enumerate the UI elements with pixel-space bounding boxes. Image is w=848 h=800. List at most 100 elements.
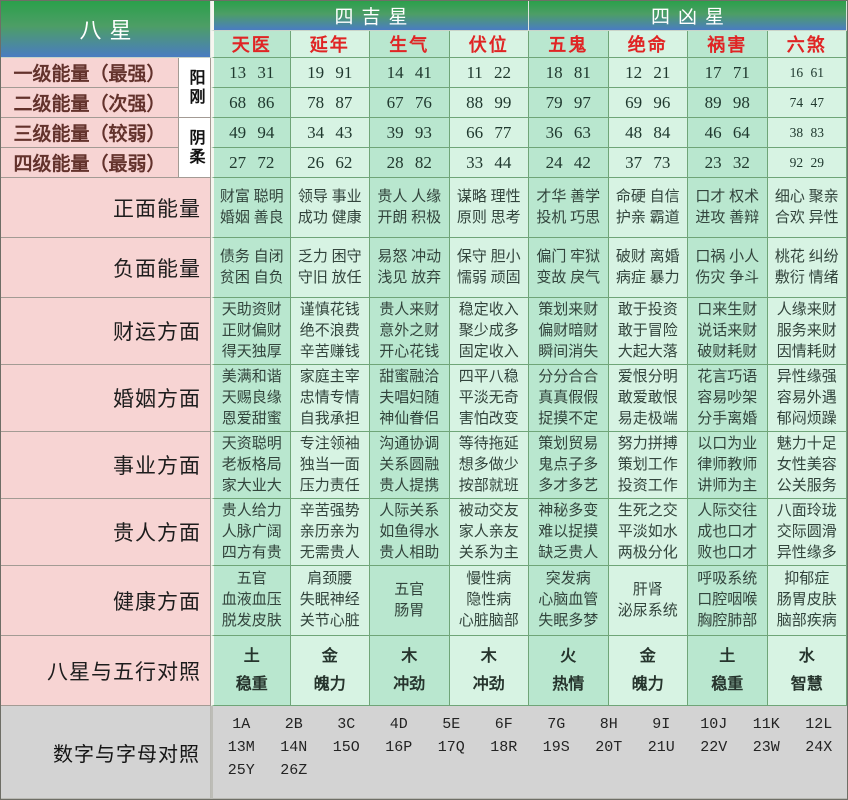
- aspect-cell: 慢性病 隐性病 心脏脑部: [449, 566, 529, 636]
- energy-values-cell: 38 83: [767, 118, 847, 148]
- number-letter-pair: 13M: [227, 739, 255, 756]
- wuxing-cell: 土 稳重: [211, 636, 291, 706]
- number-letter-pair: 18R: [490, 739, 518, 756]
- aspect-row-label: 财运方面: [1, 298, 211, 365]
- star-column-header: 祸害: [688, 31, 768, 58]
- star-column-header: 五鬼: [529, 31, 609, 58]
- aspect-cell: 谋略 理性 原则 思考: [449, 178, 529, 238]
- aspect-cell: 等待拖延 想多做少 按部就班: [449, 432, 529, 499]
- aspect-cell: 谨慎花钱 绝不浪费 辛苦赚钱: [290, 298, 370, 365]
- energy-values-cell: 11 22: [449, 58, 529, 88]
- aspect-row-label: 正面能量: [1, 178, 211, 238]
- aspect-cell: 破财 离婚 病症 暴力: [608, 238, 688, 298]
- aspect-cell: 人际交往 成也口才 败也口才: [688, 499, 768, 566]
- aspect-cell: 策划来财 偏财暗财 瞬间消失: [529, 298, 609, 365]
- energy-values-cell: 88 99: [449, 88, 529, 118]
- energy-values-cell: 23 32: [688, 148, 768, 178]
- energy-values-cell: 66 77: [449, 118, 529, 148]
- energy-values-cell: 19 91: [290, 58, 370, 88]
- aspect-cell: 分分合合 真真假假 捉摸不定: [529, 365, 609, 432]
- energy-values-cell: 67 76: [370, 88, 450, 118]
- star-column-header: 生气: [370, 31, 450, 58]
- aspect-cell: 贵人 人缘 开朗 积极: [370, 178, 450, 238]
- energy-row-label: 二级能量（次强）: [1, 88, 179, 118]
- star-column-header: 绝命: [608, 31, 688, 58]
- star-column-header: 伏位: [449, 31, 529, 58]
- energy-values-cell: 24 42: [529, 148, 609, 178]
- energy-values-cell: 92 29: [767, 148, 847, 178]
- aspect-cell: 突发病 心脑血管 失眠多梦: [529, 566, 609, 636]
- aspect-cell: 天资聪明 老板格局 家大业大: [211, 432, 291, 499]
- aspect-cell: 生死之交 平淡如水 两极分化: [608, 499, 688, 566]
- energy-values-cell: 48 84: [608, 118, 688, 148]
- aspect-cell: 辛苦强势 亲历亲为 无需贵人: [290, 499, 370, 566]
- energy-values-cell: 78 87: [290, 88, 370, 118]
- aspect-cell: 保守 胆小 懦弱 顽固: [449, 238, 529, 298]
- aspect-cell: 偏门 牢狱 变故 戾气: [529, 238, 609, 298]
- energy-values-cell: 69 96: [608, 88, 688, 118]
- number-letter-pair: 3C: [337, 716, 356, 733]
- aspect-row-label: 八星与五行对照: [1, 636, 211, 706]
- energy-values-cell: 12 21: [608, 58, 688, 88]
- number-letter-pair: 23W: [752, 739, 780, 756]
- aspect-cell: 努力拼搏 策划工作 投资工作: [608, 432, 688, 499]
- number-letter-pair: 1A: [232, 716, 251, 733]
- number-letter-pair: 2B: [284, 716, 303, 733]
- aspect-cell: 八面玲珑 交际圆滑 异性缘多: [767, 499, 847, 566]
- number-letter-pair: 10J: [700, 716, 728, 733]
- energy-values-cell: 79 97: [529, 88, 609, 118]
- aspect-row-label: 负面能量: [1, 238, 211, 298]
- aspect-cell: 甜蜜融洽 夫唱妇随 神仙眷侣: [370, 365, 450, 432]
- aspect-cell: 命硬 自信 护亲 霸道: [608, 178, 688, 238]
- number-letter-pair: 12L: [805, 716, 833, 733]
- number-letter-pair: 11K: [752, 716, 780, 733]
- group-header-lucky: 四吉星: [211, 1, 529, 31]
- number-letter-pair: 8H: [599, 716, 618, 733]
- energy-values-cell: 16 61: [767, 58, 847, 88]
- aspect-cell: 策划贸易 鬼点子多 多才多艺: [529, 432, 609, 499]
- aspect-row-label: 贵人方面: [1, 499, 211, 566]
- aspect-cell: 财富 聪明 婚姻 善良: [211, 178, 291, 238]
- table-corner-title: 八星: [1, 1, 211, 58]
- number-letter-pair: 17Q: [437, 739, 465, 756]
- star-column-header: 延年: [290, 31, 370, 58]
- number-letter-pair: 19S: [542, 739, 570, 756]
- wuxing-cell: 金 魄力: [608, 636, 688, 706]
- aspect-cell: 专注领袖 独当一面 压力责任: [290, 432, 370, 499]
- aspect-cell: 以口为业 律师教师 讲师为主: [688, 432, 768, 499]
- number-letter-pair: 14N: [280, 739, 308, 756]
- energy-values-cell: 37 73: [608, 148, 688, 178]
- yin-label: 阴柔: [179, 118, 211, 178]
- aspect-cell: 领导 事业 成功 健康: [290, 178, 370, 238]
- aspect-cell: 被动交友 家人亲友 关系为主: [449, 499, 529, 566]
- wuxing-cell: 土 稳重: [688, 636, 768, 706]
- energy-values-cell: 27 72: [211, 148, 291, 178]
- aspect-cell: 才华 善学 投机 巧思: [529, 178, 609, 238]
- aspect-cell: 贵人来财 意外之财 开心花钱: [370, 298, 450, 365]
- star-column-header: 六煞: [767, 31, 847, 58]
- aspect-cell: 爱恨分明 敢爱敢恨 易走极端: [608, 365, 688, 432]
- number-letter-pair: 5E: [442, 716, 461, 733]
- energy-values-cell: 68 86: [211, 88, 291, 118]
- aspect-cell: 家庭主宰 忠情专情 自我承担: [290, 365, 370, 432]
- group-header-unlucky: 四凶星: [529, 1, 847, 31]
- aspect-cell: 抑郁症 肠胃皮肤 脑部疾病: [767, 566, 847, 636]
- number-letter-label: 数字与字母对照: [1, 706, 211, 799]
- aspect-cell: 沟通协调 关系圆融 贵人提携: [370, 432, 450, 499]
- aspect-cell: 债务 自闭 贫困 自负: [211, 238, 291, 298]
- number-letter-pair: 4D: [389, 716, 408, 733]
- aspect-cell: 肝肾 泌尿系统: [608, 566, 688, 636]
- number-letter-pair: 15O: [332, 739, 360, 756]
- aspect-cell: 异性缘强 容易外遇 郁闷烦躁: [767, 365, 847, 432]
- aspect-cell: 肩颈腰 失眠神经 关节心脏: [290, 566, 370, 636]
- number-letter-pair: 9I: [652, 716, 671, 733]
- number-letter-pair: 16P: [385, 739, 413, 756]
- wuxing-cell: 火 热情: [529, 636, 609, 706]
- energy-values-cell: 26 62: [290, 148, 370, 178]
- aspect-cell: 五官 血液血压 脱发皮肤: [211, 566, 291, 636]
- energy-values-cell: 33 44: [449, 148, 529, 178]
- number-letter-pair: 24X: [805, 739, 833, 756]
- number-letter-pair: 25Y: [227, 762, 255, 779]
- aspect-cell: 美满和谐 天赐良缘 恩爱甜蜜: [211, 365, 291, 432]
